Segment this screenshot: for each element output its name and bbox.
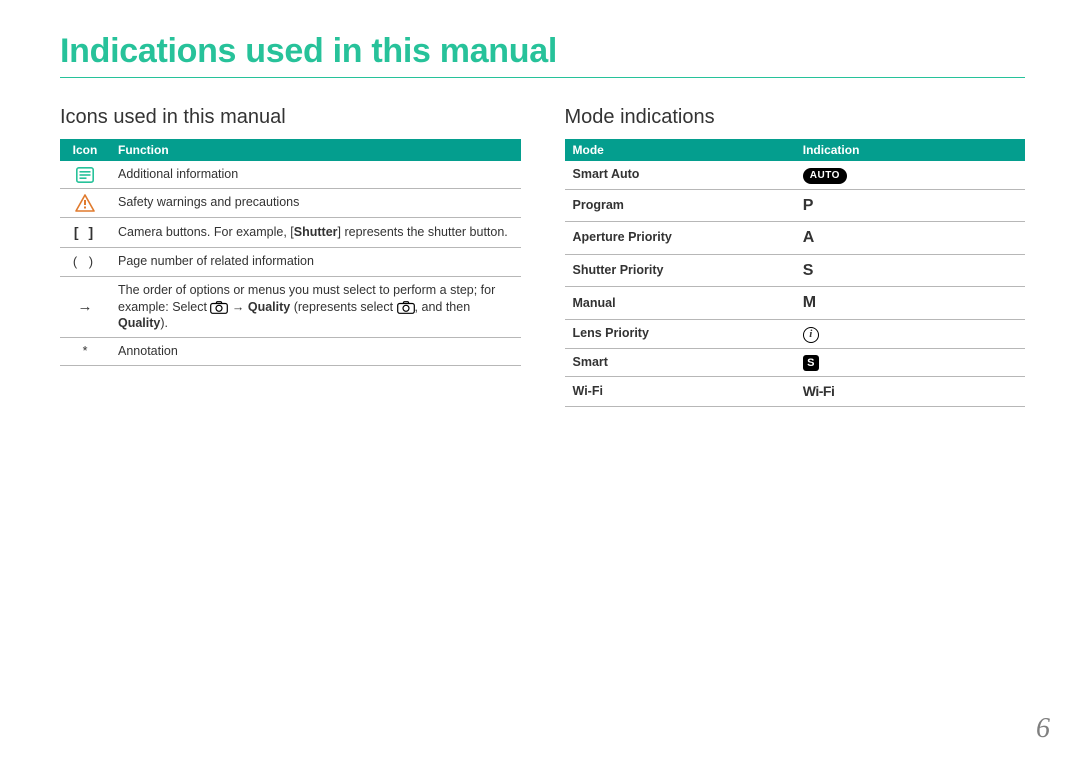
table-row: Program P — [565, 189, 1026, 222]
icons-row-text: Camera buttons. For example, [Shutter] r… — [110, 217, 521, 247]
icons-th-icon: Icon — [60, 139, 110, 161]
mode-name: Manual — [565, 287, 795, 320]
table-row: Additional information — [60, 161, 521, 188]
icons-row-text: Page number of related information — [110, 247, 521, 276]
arrow-icon: → — [78, 298, 93, 315]
icons-row-text: The order of options or menus you must s… — [110, 276, 521, 338]
mode-indication: A — [803, 229, 815, 246]
table-row: * Annotation — [60, 338, 521, 366]
icons-row-text: Safety warnings and precautions — [110, 188, 521, 217]
wifi-indication: Wi-Fi — [803, 383, 835, 399]
page-title: Indications used in this manual — [60, 32, 1025, 78]
table-row: Lens Priority i — [565, 319, 1026, 348]
mode-name: Wi-Fi — [565, 376, 795, 406]
info-box-icon — [76, 167, 94, 183]
modes-th-indication: Indication — [795, 139, 1025, 161]
mode-name: Smart Auto — [565, 161, 795, 189]
mode-name: Lens Priority — [565, 319, 795, 348]
parentheses-icon: ( ) — [73, 254, 97, 269]
content-columns: Icons used in this manual Icon Function … — [60, 106, 1025, 407]
modes-th-mode: Mode — [565, 139, 795, 161]
table-row: Smart Auto AUTO — [565, 161, 1026, 189]
asterisk-icon: * — [60, 338, 110, 366]
camera-icon — [210, 301, 228, 314]
mode-name: Shutter Priority — [565, 254, 795, 287]
modes-heading: Mode indications — [565, 106, 1026, 129]
icons-row-text: Annotation — [110, 338, 521, 366]
table-row: Shutter Priority S — [565, 254, 1026, 287]
modes-table: Mode Indication Smart Auto AUTO Program … — [565, 139, 1026, 407]
icons-th-function: Function — [110, 139, 521, 161]
table-row: Aperture Priority A — [565, 222, 1026, 255]
modes-section: Mode indications Mode Indication Smart A… — [565, 106, 1026, 407]
table-row: Smart S — [565, 348, 1026, 376]
mode-name: Program — [565, 189, 795, 222]
mode-name: Aperture Priority — [565, 222, 795, 255]
table-row: ( ) Page number of related information — [60, 247, 521, 276]
mode-indication: S — [803, 262, 814, 279]
table-row: → The order of options or menus you must… — [60, 276, 521, 338]
icons-heading: Icons used in this manual — [60, 106, 521, 129]
manual-page: Indications used in this manual Icons us… — [0, 0, 1080, 765]
table-row: Safety warnings and precautions — [60, 188, 521, 217]
mode-indication: M — [803, 294, 816, 311]
mode-indication: P — [803, 197, 814, 214]
icons-row-text: Additional information — [110, 161, 521, 188]
smart-mode-icon: S — [803, 355, 819, 371]
mode-name: Smart — [565, 348, 795, 376]
page-number: 6 — [1036, 713, 1050, 745]
icons-table: Icon Function Additional information — [60, 139, 521, 366]
table-row: [ ] Camera buttons. For example, [Shutte… — [60, 217, 521, 247]
auto-badge-icon: AUTO — [803, 168, 847, 184]
square-brackets-icon: [ ] — [74, 224, 96, 240]
warning-triangle-icon — [75, 194, 95, 212]
icons-section: Icons used in this manual Icon Function … — [60, 106, 521, 407]
lens-priority-icon: i — [803, 327, 819, 343]
table-row: Wi-Fi Wi-Fi — [565, 376, 1026, 406]
camera-icon — [397, 301, 415, 314]
table-row: Manual M — [565, 287, 1026, 320]
